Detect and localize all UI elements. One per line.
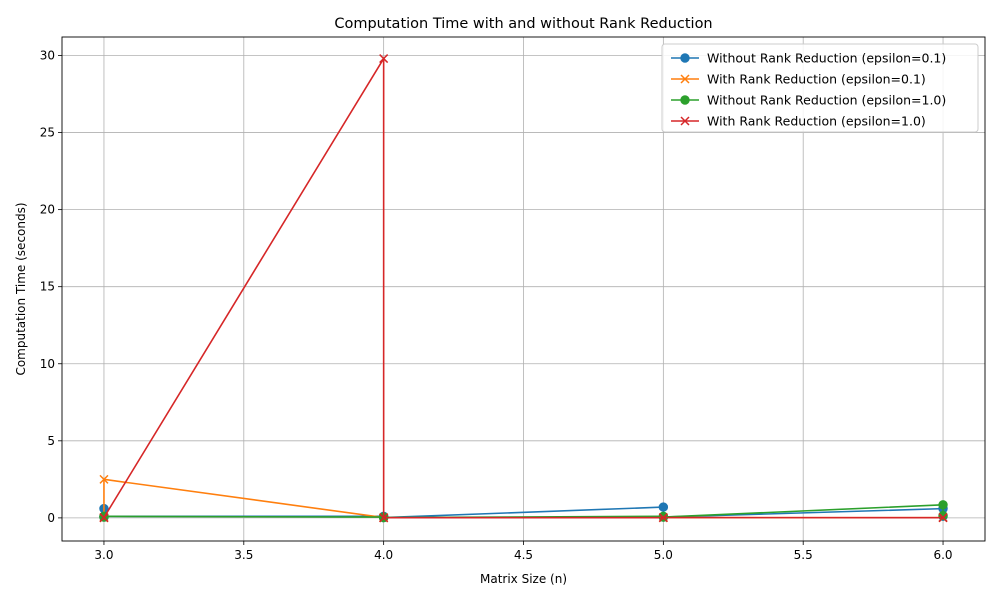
legend-item-4-label: With Rank Reduction (epsilon=1.0) — [707, 114, 926, 129]
y-tick-label: 25 — [40, 126, 55, 140]
y-tick-label: 20 — [40, 203, 55, 217]
legend-item-1-label: Without Rank Reduction (epsilon=0.1) — [707, 51, 946, 66]
x-tick-label: 3.0 — [94, 548, 113, 562]
series-2-point-stroke — [99, 474, 109, 484]
series-4-point-stroke — [379, 54, 389, 64]
legend: Without Rank Reduction (epsilon=0.1) With… — [661, 43, 979, 133]
legend-items: Without Rank Reduction (epsilon=0.1) With… — [671, 51, 946, 129]
legend-item-1: Without Rank Reduction (epsilon=0.1) — [671, 51, 946, 66]
legend-item-3: Without Rank Reduction (epsilon=1.0) — [671, 93, 946, 108]
series-4-point — [379, 54, 389, 64]
x-tick-label: 3.5 — [234, 548, 253, 562]
legend-item-3-label: Without Rank Reduction (epsilon=1.0) — [707, 93, 946, 108]
series-4-point-stroke — [938, 513, 948, 523]
chart-title: Computation Time with and without Rank R… — [334, 16, 712, 32]
series-4-point-stroke — [99, 513, 109, 523]
x-tick-label: 5.5 — [794, 548, 813, 562]
x-tick-label: 6.0 — [933, 548, 952, 562]
series-4-point — [379, 513, 389, 523]
series-4 — [99, 54, 948, 523]
legend-item-4-point-stroke — [680, 116, 690, 126]
series-2-point — [99, 474, 109, 484]
series-3-point — [938, 500, 948, 510]
legend-item-4-point — [680, 116, 690, 126]
y-tick-label: 15 — [40, 280, 55, 294]
legend-item-2-label: With Rank Reduction (epsilon=0.1) — [707, 72, 926, 87]
legend-item-1-point — [680, 53, 690, 63]
y-tick-label: 0 — [47, 511, 55, 525]
series-layer — [99, 54, 948, 523]
legend-frame — [661, 43, 979, 133]
series-4-point — [938, 513, 948, 523]
y-axis-label: Computation Time (seconds) — [14, 202, 28, 375]
legend-item-2-point-stroke — [680, 74, 690, 84]
y-tick-label: 10 — [40, 357, 55, 371]
legend-item-2-point — [680, 74, 690, 84]
x-tick-label: 5.0 — [654, 548, 673, 562]
y-tick-label: 5 — [47, 434, 55, 448]
legend-item-4: With Rank Reduction (epsilon=1.0) — [671, 114, 926, 129]
series-4-point — [99, 513, 109, 523]
x-axis-label: Matrix Size (n) — [480, 572, 567, 586]
series-4-point-stroke — [379, 513, 389, 523]
series-1-point — [658, 502, 669, 512]
series-4-point — [658, 513, 668, 523]
legend-item-3-point — [680, 95, 690, 105]
x-tick-label: 4.5 — [514, 548, 533, 562]
ticks: 3.0 3.5 4.0 4.5 5.0 5.5 6.0 0 5 10 15 20 25 30 — [40, 48, 953, 562]
series-4-point-stroke — [658, 513, 668, 523]
x-tick-label: 4.0 — [374, 548, 393, 562]
y-tick-label: 30 — [40, 48, 55, 62]
legend-item-2: With Rank Reduction (epsilon=0.1) — [671, 72, 926, 87]
